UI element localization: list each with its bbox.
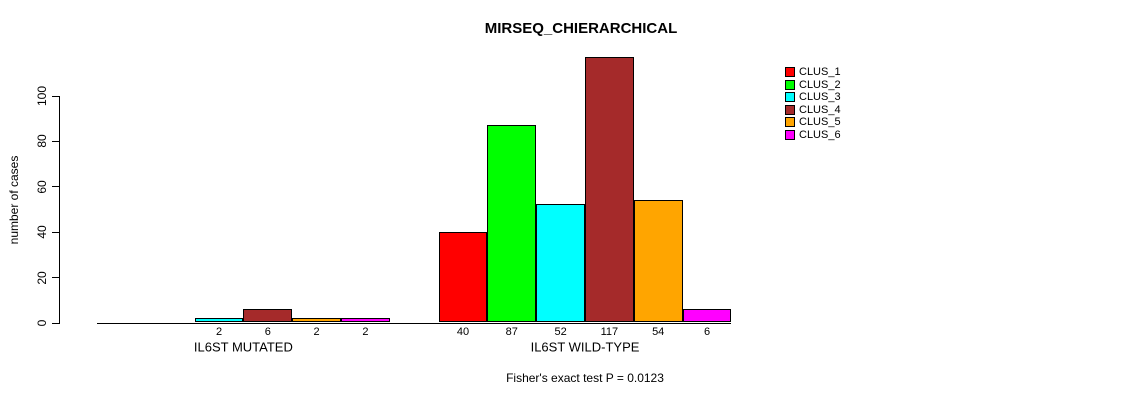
y-tick-label: 100 — [35, 85, 49, 107]
bar-value-label: 2 — [313, 326, 320, 338]
bar-clus_3-cat1 — [536, 204, 585, 323]
y-tick — [52, 231, 59, 233]
bar-clus_2-cat1 — [487, 125, 537, 323]
legend-label: CLUS_2 — [799, 78, 841, 91]
y-tick-label: 20 — [35, 270, 49, 285]
legend-item: CLUS_3 — [785, 91, 841, 103]
bar-value-label: 2 — [362, 326, 369, 338]
x-group-label: IL6ST MUTATED — [193, 339, 293, 355]
bar-value-label: 2 — [215, 326, 223, 338]
legend-swatch-clus_4 — [785, 104, 795, 115]
bar-clus_6-cat1 — [682, 308, 732, 323]
x-group-label: IL6ST WILD-TYPE — [530, 339, 640, 355]
legend-item: CLUS_4 — [785, 104, 841, 116]
legend-item: CLUS_1 — [785, 66, 841, 78]
fisher-note: Fisher's exact test P = 0.0123 — [506, 371, 664, 385]
legend-label: CLUS_1 — [799, 66, 841, 78]
legend-swatch-clus_2 — [785, 79, 795, 90]
y-tick — [52, 322, 59, 324]
legend-label: CLUS_3 — [799, 91, 841, 103]
chart-title: MIRSEQ_CHIERARCHICAL — [484, 20, 678, 37]
bar-clus_1-cat1 — [438, 231, 488, 323]
y-tick-label: 0 — [35, 319, 49, 327]
legend-item: CLUS_2 — [785, 79, 841, 91]
bar-clus_4-cat0 — [243, 308, 293, 323]
bar-value-label: 6 — [703, 326, 711, 338]
bar-value-label: 117 — [600, 326, 619, 338]
x-baseline — [97, 322, 732, 324]
legend-label: CLUS_5 — [799, 116, 841, 128]
legend-swatch-clus_5 — [785, 117, 795, 127]
legend-label: CLUS_4 — [799, 103, 841, 116]
y-tick-label: 80 — [35, 134, 49, 149]
bar-value-label: 87 — [505, 326, 518, 338]
legend-item: CLUS_5 — [785, 116, 841, 128]
bar-value-label: 54 — [652, 326, 665, 338]
y-tick-label: 60 — [35, 180, 49, 194]
bar-value-label: 40 — [456, 326, 470, 338]
y-tick-label: 40 — [35, 225, 49, 239]
legend-swatch-clus_1 — [785, 67, 795, 77]
bar-clus_4-cat1 — [585, 56, 634, 323]
y-axis — [59, 95, 60, 324]
legend-label: CLUS_6 — [799, 128, 841, 141]
legend-swatch-clus_3 — [785, 92, 795, 102]
bar-clus_6-cat0 — [341, 317, 390, 323]
legend-swatch-clus_6 — [785, 129, 795, 140]
bar-clus_5-cat0 — [292, 317, 341, 323]
bar-value-label: 52 — [554, 326, 567, 338]
y-tick — [52, 95, 59, 97]
bar-value-label: 6 — [264, 326, 271, 338]
bar-clus_3-cat0 — [194, 317, 244, 323]
bar-clus_5-cat1 — [633, 199, 683, 323]
y-tick — [52, 140, 59, 142]
legend-item: CLUS_6 — [785, 129, 841, 141]
y-tick — [52, 277, 59, 279]
y-tick — [52, 186, 59, 188]
